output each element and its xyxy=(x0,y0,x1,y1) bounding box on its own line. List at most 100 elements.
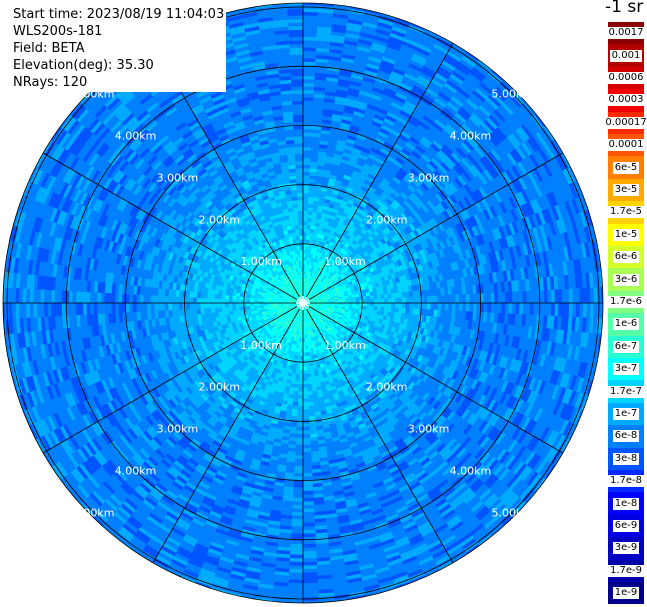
range-gate-cell xyxy=(377,298,382,304)
range-gate-cell xyxy=(430,295,435,304)
range-gate-cell xyxy=(302,192,310,197)
range-gate-cell xyxy=(334,600,351,603)
range-gate-cell xyxy=(423,296,428,304)
range-gate-cell xyxy=(433,295,439,304)
range-gate-cell xyxy=(302,82,315,87)
range-gate-cell xyxy=(394,297,400,304)
range-gate-cell xyxy=(543,289,549,304)
range-gate-cell xyxy=(455,302,460,312)
range-gate-cell xyxy=(302,231,308,236)
range-gate-cell xyxy=(302,78,316,84)
range-gate-cell xyxy=(302,242,307,247)
range-gate-cell xyxy=(302,96,315,102)
range-gate-cell xyxy=(444,295,449,304)
range-gate-cell xyxy=(497,302,503,314)
range-gate-cell xyxy=(600,334,603,351)
range-gate-cell xyxy=(472,293,478,304)
range-gate-cell xyxy=(302,224,308,229)
range-gate-cell xyxy=(362,302,368,307)
range-gate-cell xyxy=(303,1,319,2)
range-gate-cell xyxy=(306,224,312,230)
range-gate-cell xyxy=(440,302,446,311)
range-gate-cell xyxy=(302,228,308,233)
range-gate-cell xyxy=(462,302,467,312)
range-gate-cell xyxy=(605,303,606,319)
range-gate-cell xyxy=(448,302,453,312)
range-gate-cell xyxy=(302,132,313,137)
range-gate-cell xyxy=(302,157,311,162)
range-gate-cell xyxy=(433,302,439,311)
range-gate-cell xyxy=(448,294,453,304)
range-gate-cell xyxy=(376,294,382,300)
range-gate-cell xyxy=(302,75,316,80)
range-gate-cell xyxy=(302,185,310,190)
range-gate-cell xyxy=(302,117,314,123)
range-gate-cell xyxy=(536,302,542,316)
range-gate-cell xyxy=(515,291,521,304)
range-gate-cell xyxy=(540,302,545,316)
range-gate-cell xyxy=(370,298,375,304)
range-gate-cell xyxy=(302,203,309,208)
range-gate-cell xyxy=(302,57,317,63)
range-gate-cell xyxy=(405,297,410,304)
range-gate-cell xyxy=(519,302,524,315)
range-gate-cell xyxy=(529,302,535,316)
range-gate-cell xyxy=(426,302,432,311)
range-gate-cell xyxy=(359,302,364,307)
range-gate-cell xyxy=(490,292,496,304)
range-gate-cell xyxy=(458,294,464,304)
range-gate-cell xyxy=(419,302,425,310)
range-gate-cell xyxy=(302,217,308,222)
range-gate-cell xyxy=(533,290,538,304)
range-gate-cell xyxy=(302,235,307,240)
range-gate-cell xyxy=(369,306,375,311)
range-gate-cell xyxy=(526,290,531,304)
range-gate-cell xyxy=(377,302,382,308)
range-gate-cell xyxy=(302,128,313,134)
range-gate-cell xyxy=(302,167,311,173)
range-gate-cell xyxy=(511,291,517,304)
range-gate-cell xyxy=(373,294,378,300)
range-gate-cell xyxy=(302,93,315,98)
range-gate-cell xyxy=(483,292,489,304)
range-gate-cell xyxy=(412,302,418,310)
range-gate-cell xyxy=(302,100,314,105)
range-gate-cell xyxy=(302,110,314,116)
range-gate-cell xyxy=(383,306,389,313)
range-gate-cell xyxy=(522,290,528,304)
range-gate-cell xyxy=(302,196,309,201)
range-gate-cell xyxy=(490,302,496,314)
range-gate-cell xyxy=(600,255,603,272)
range-gate-cell xyxy=(306,217,313,223)
range-gate-cell xyxy=(391,297,396,304)
range-gate-cell xyxy=(302,188,310,194)
range-gate-cell xyxy=(384,302,389,308)
range-gate-cell xyxy=(380,302,386,308)
range-gate-cell xyxy=(302,85,315,91)
range-gate-cell xyxy=(605,287,606,303)
range-gate-cell xyxy=(302,135,313,141)
range-gate-cell xyxy=(369,295,375,300)
range-gate-cell xyxy=(302,199,309,205)
range-gate-cell xyxy=(302,146,312,151)
range-gate-cell xyxy=(334,3,351,6)
range-gate-cell xyxy=(533,302,538,316)
range-gate-cell xyxy=(423,302,428,310)
range-gate-cell xyxy=(497,292,503,304)
range-gate-cell xyxy=(603,319,604,335)
range-gate-cell xyxy=(540,290,545,304)
range-gate-cell xyxy=(302,181,310,187)
range-gate-cell xyxy=(603,271,604,287)
range-gate-cell xyxy=(359,296,364,301)
range-gate-cell xyxy=(405,302,410,309)
range-gate-cell xyxy=(302,89,315,95)
range-gate-cell xyxy=(515,302,521,315)
range-gate-cell xyxy=(387,302,393,308)
range-gate-cell xyxy=(440,295,446,304)
range-gate-cell xyxy=(302,160,311,166)
range-gate-cell xyxy=(536,290,542,304)
range-gate-cell xyxy=(501,302,506,314)
range-gate-cell xyxy=(362,299,368,304)
range-gate-cell xyxy=(352,299,357,304)
